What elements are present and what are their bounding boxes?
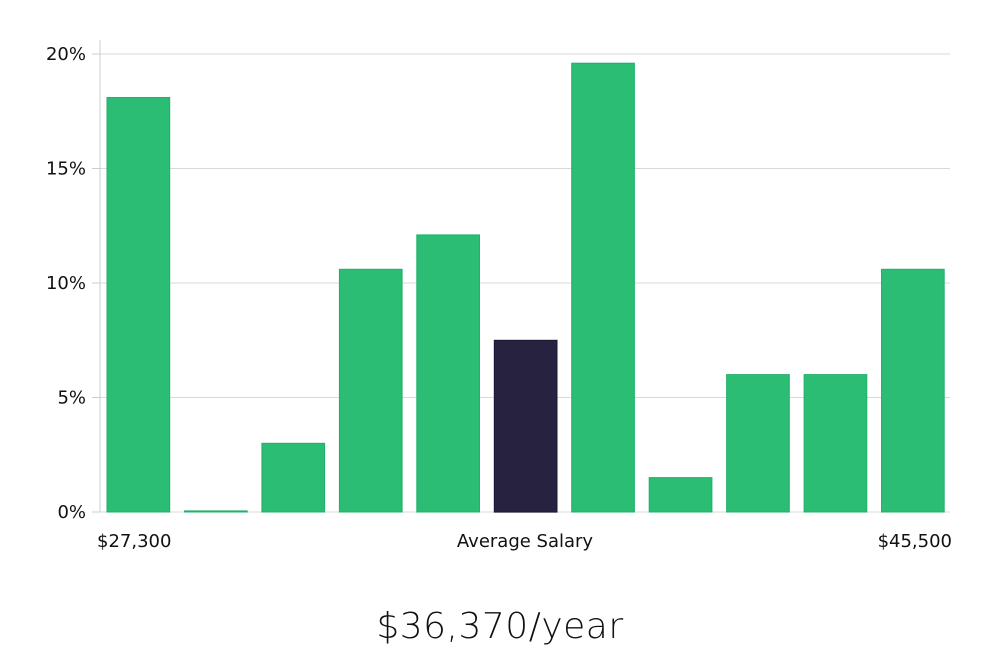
bar (184, 510, 248, 513)
bar (881, 268, 945, 513)
bar (726, 374, 790, 513)
bar (571, 62, 635, 513)
bars (106, 62, 945, 513)
x-axis-title: Average Salary (457, 531, 594, 552)
bar-average-salary (493, 339, 558, 513)
bar (338, 268, 403, 513)
bar (416, 234, 480, 513)
bar (803, 374, 868, 513)
y-axis-ticks: 0% 5% 10% 15% 20% (46, 44, 100, 523)
y-tick-label: 0% (57, 502, 86, 523)
bar (261, 442, 326, 513)
bar (648, 477, 713, 513)
average-salary-value: $36,370/year (376, 606, 624, 647)
y-tick-label: 5% (57, 388, 86, 409)
salary-histogram: 0% 5% 10% 15% 20% $27,300 Average Salary $45… (46, 40, 952, 552)
y-tick-label: 10% (46, 273, 86, 294)
bar (106, 97, 171, 513)
y-tick-label: 20% (46, 44, 86, 65)
y-tick-label: 15% (46, 159, 86, 180)
x-max-label: $45,500 (878, 531, 952, 552)
x-min-label: $27,300 (97, 531, 171, 552)
